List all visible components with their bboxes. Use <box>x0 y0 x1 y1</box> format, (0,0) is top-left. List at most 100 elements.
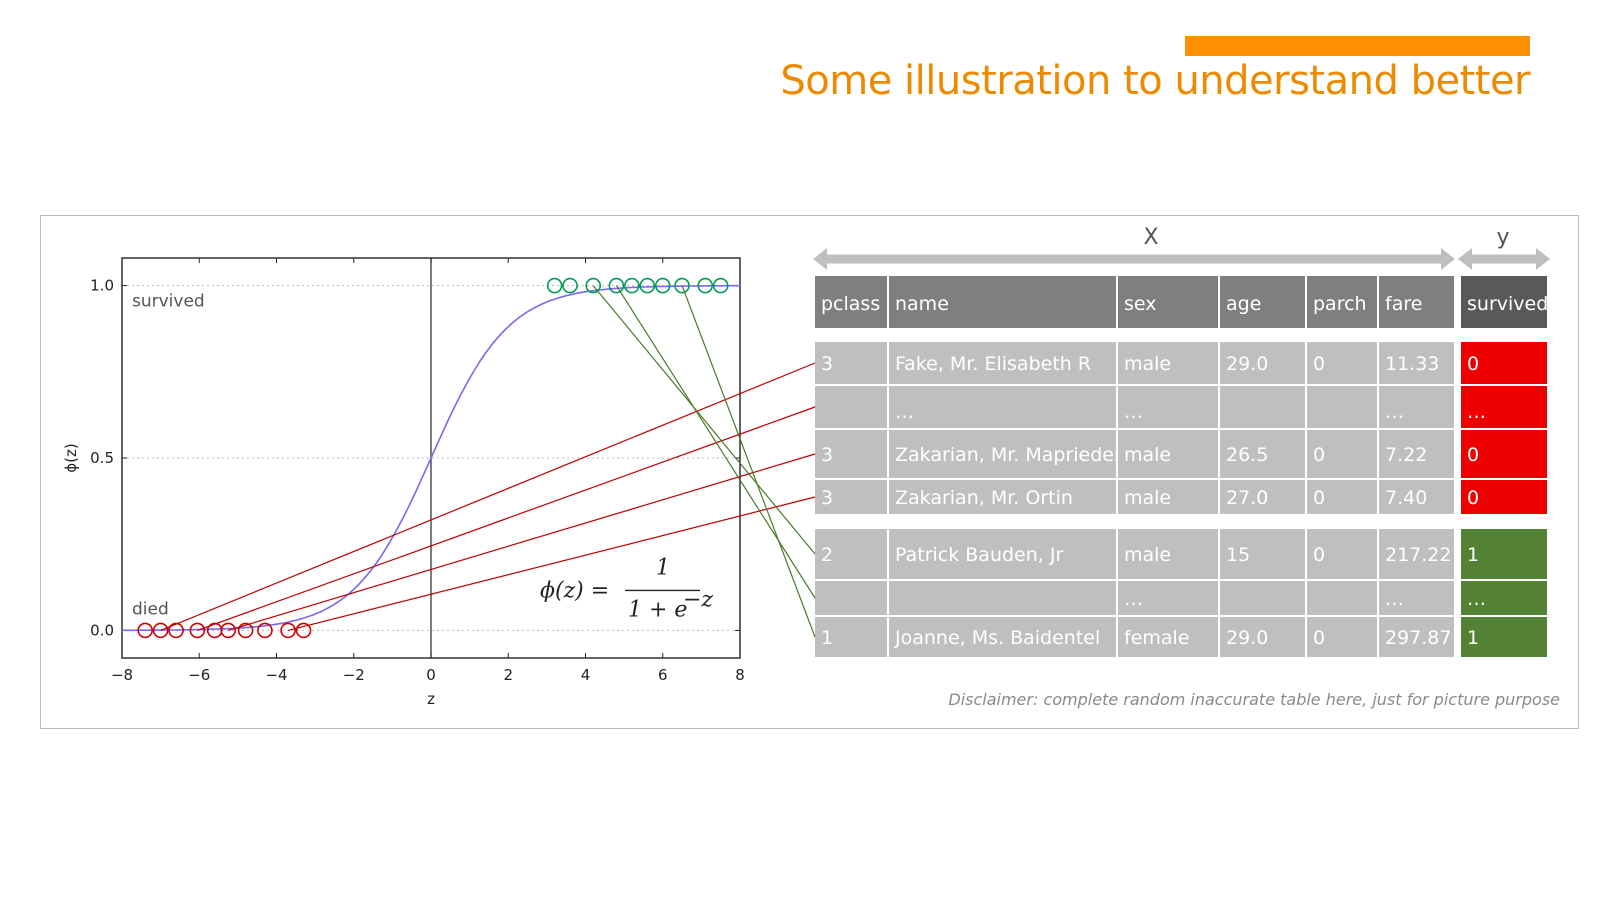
survived-row-cell-text: 15 <box>1226 544 1250 566</box>
column-header <box>815 276 887 328</box>
survived-link-line <box>681 285 816 638</box>
survived-point <box>546 277 563 294</box>
died-row-target-cell <box>1461 386 1547 428</box>
survived-row-cell-text: 297.87 <box>1385 627 1451 649</box>
died-row-target-cell <box>1461 480 1547 514</box>
died-row-cell <box>1307 430 1377 478</box>
died-row-target-text: 0 <box>1467 487 1479 509</box>
x-span-arrow-head-left <box>813 248 827 270</box>
column-header-label: fare <box>1385 293 1422 315</box>
y-tick-label: 0.5 <box>90 449 114 467</box>
survived-row-cell-text: 217.22 <box>1385 544 1451 566</box>
died-row-cell-text: male <box>1124 444 1171 466</box>
survived-row-cell <box>889 581 1116 615</box>
died-row-target-cell <box>1461 342 1547 384</box>
point-to-row-links <box>160 285 816 638</box>
x-tick-label: −8 <box>111 666 133 684</box>
died-row-cell <box>1220 430 1305 478</box>
target-label-y: y <box>1496 225 1509 250</box>
survived-point <box>674 277 690 294</box>
died-row-cell-text: 0 <box>1313 444 1325 466</box>
died-row-cell <box>1118 480 1218 514</box>
survived-point <box>639 277 656 294</box>
died-row-target-text: … <box>1467 401 1486 423</box>
died-row-cell-text: 3 <box>821 487 833 509</box>
column-header <box>889 276 1116 328</box>
died-row-target-cell <box>1461 430 1547 478</box>
died-link-line <box>287 496 816 631</box>
died-row-cell <box>1307 386 1377 428</box>
x-tick-label: 0 <box>426 666 436 684</box>
survived-point <box>562 277 578 294</box>
survived-row-cell <box>1118 581 1218 615</box>
survived-row-cell-text: 0 <box>1313 544 1325 566</box>
died-point <box>137 622 153 639</box>
died-row-cell-text: Zakarian, Mr. Maprieder <box>895 444 1122 466</box>
died-row-cell <box>1220 342 1305 384</box>
survived-row-cell-text: female <box>1124 627 1190 649</box>
survived-row-target-text: 1 <box>1467 627 1479 649</box>
column-header-label: pclass <box>821 293 880 315</box>
features-label-x: X <box>1143 225 1158 250</box>
died-row-cell <box>815 386 887 428</box>
survived-point <box>608 277 625 294</box>
died-link-line <box>197 406 816 631</box>
sigmoid-curve <box>122 284 740 632</box>
died-point <box>295 622 312 639</box>
died-row-cell <box>1379 386 1454 428</box>
column-header-label: parch <box>1313 293 1367 315</box>
survived-row-cell <box>1220 617 1305 657</box>
died-point <box>280 622 296 639</box>
survived-link-line <box>615 285 816 599</box>
x-axis-label: z <box>427 690 435 708</box>
survived-row-cell <box>1220 581 1305 615</box>
x-tick-label: −6 <box>188 666 210 684</box>
died-point <box>152 622 169 639</box>
survived-row-cell-text: Patrick Bauden, Jr <box>895 544 1063 566</box>
survived-label: survived <box>132 292 205 312</box>
x-tick-label: 8 <box>735 666 745 684</box>
y-tick-label: 0.0 <box>90 621 114 639</box>
died-row-cell-text: 3 <box>821 444 833 466</box>
survived-row-cell <box>889 617 1116 657</box>
died-row-cell-text: Fake, Mr. Elisabeth R <box>895 353 1091 375</box>
died-row-cell <box>889 386 1116 428</box>
died-row-cell-text: 7.22 <box>1385 444 1427 466</box>
survived-row-cell <box>1220 529 1305 579</box>
sigmoid-plot: −8 −6 −4 −2 0 2 4 6 8 0.0 0.5 1.0 z ϕ(z) survived died ϕ… <box>62 257 745 708</box>
died-row-cell <box>815 480 887 514</box>
survived-point <box>624 277 640 294</box>
died-row-cell-text: Zakarian, Mr. Ortin <box>895 487 1073 509</box>
illustration-frame <box>40 215 1579 729</box>
survived-row-cell-text: 29.0 <box>1226 627 1268 649</box>
column-header <box>1379 276 1454 328</box>
died-row-cell-text: 0 <box>1313 487 1325 509</box>
died-row-cell <box>889 342 1116 384</box>
y-span-arrow-head-left <box>1458 248 1472 270</box>
survived-row-cell-text: 0 <box>1313 627 1325 649</box>
died-point <box>237 622 254 639</box>
survived-point <box>712 277 729 294</box>
x-tick-label: 6 <box>658 666 668 684</box>
died-link-line <box>160 362 816 631</box>
died-row-cell-text: 11.33 <box>1385 353 1439 375</box>
died-row-cell <box>1118 386 1218 428</box>
survived-row-cell-text: … <box>1385 588 1404 610</box>
died-row-cell-text: … <box>1124 401 1143 423</box>
died-row-cell <box>1379 430 1454 478</box>
y-tick-label: 1.0 <box>90 277 114 295</box>
disclaimer-note: Disclaimer: complete random inaccurate t… <box>948 690 1560 709</box>
x-tick-label: 4 <box>581 666 591 684</box>
column-header-label: age <box>1226 293 1261 315</box>
died-row-cell-text: 26.5 <box>1226 444 1268 466</box>
died-row-cell <box>1307 342 1377 384</box>
survived-row-cell-text: … <box>1124 588 1143 610</box>
died-row-cell <box>889 430 1116 478</box>
y-axis-label: ϕ(z) <box>62 443 80 472</box>
survived-row-cell <box>1118 617 1218 657</box>
title-accent-bar <box>1185 36 1530 56</box>
died-point <box>257 622 273 639</box>
survived-point <box>585 277 602 294</box>
